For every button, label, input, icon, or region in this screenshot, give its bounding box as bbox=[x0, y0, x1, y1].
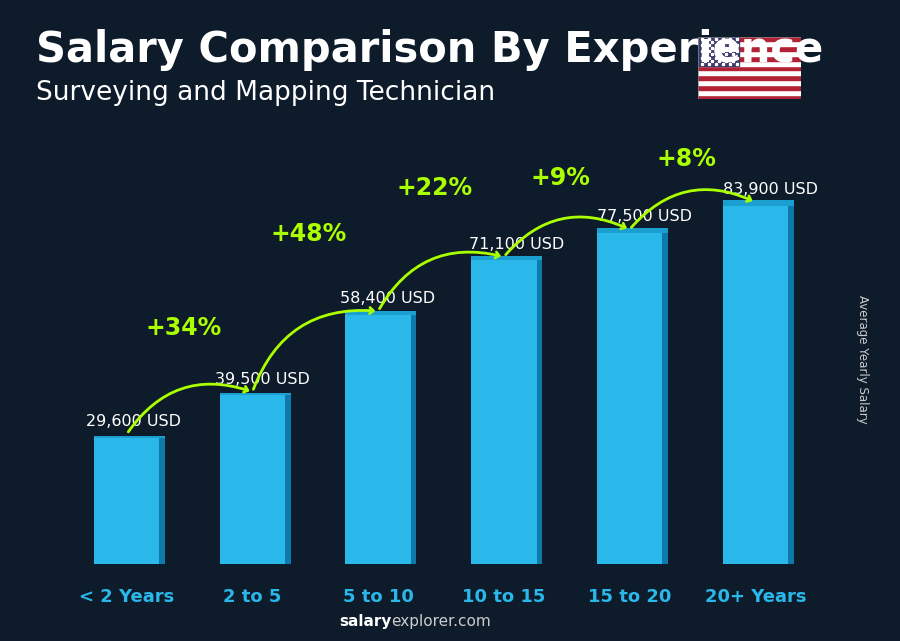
Bar bbox=[698, 51, 801, 56]
Bar bbox=[220, 393, 291, 395]
Bar bbox=[788, 206, 794, 564]
Bar bbox=[346, 315, 410, 564]
Bar bbox=[698, 75, 801, 80]
Text: 77,500 USD: 77,500 USD bbox=[597, 210, 692, 224]
Text: +9%: +9% bbox=[530, 166, 590, 190]
Text: 58,400 USD: 58,400 USD bbox=[340, 291, 436, 306]
Text: 39,500 USD: 39,500 USD bbox=[215, 372, 310, 387]
Bar bbox=[698, 56, 801, 61]
Text: 15 to 20: 15 to 20 bbox=[588, 588, 671, 606]
Text: 10 to 15: 10 to 15 bbox=[463, 588, 545, 606]
Bar bbox=[698, 94, 801, 99]
Text: 71,100 USD: 71,100 USD bbox=[469, 237, 564, 252]
Bar bbox=[698, 80, 801, 85]
Text: < 2 Years: < 2 Years bbox=[79, 588, 175, 606]
Text: Salary Comparison By Experience: Salary Comparison By Experience bbox=[36, 29, 824, 71]
Text: 83,900 USD: 83,900 USD bbox=[723, 182, 817, 197]
Bar bbox=[472, 256, 542, 260]
Text: 5 to 10: 5 to 10 bbox=[343, 588, 414, 606]
Bar bbox=[94, 438, 159, 564]
Text: 2 to 5: 2 to 5 bbox=[223, 588, 282, 606]
Text: Average Yearly Salary: Average Yearly Salary bbox=[856, 295, 868, 423]
Bar bbox=[698, 65, 801, 71]
Text: salary: salary bbox=[339, 615, 392, 629]
Bar bbox=[698, 85, 801, 90]
Bar bbox=[698, 71, 801, 75]
Bar bbox=[94, 436, 165, 438]
Text: +34%: +34% bbox=[145, 316, 221, 340]
Bar bbox=[472, 260, 536, 564]
Bar bbox=[662, 233, 668, 564]
Bar bbox=[698, 37, 801, 42]
Bar bbox=[698, 42, 801, 46]
Bar bbox=[698, 90, 801, 94]
Bar bbox=[220, 395, 285, 564]
Bar bbox=[723, 200, 794, 206]
Bar bbox=[536, 260, 542, 564]
Text: +8%: +8% bbox=[656, 147, 716, 171]
Bar bbox=[597, 233, 662, 564]
Bar bbox=[698, 37, 739, 65]
Bar bbox=[723, 206, 788, 564]
Bar bbox=[346, 311, 417, 315]
Bar bbox=[597, 228, 668, 233]
Bar bbox=[159, 438, 165, 564]
Text: explorer.com: explorer.com bbox=[392, 615, 491, 629]
Bar bbox=[410, 315, 417, 564]
Bar bbox=[698, 46, 801, 51]
Bar bbox=[285, 395, 291, 564]
Text: +22%: +22% bbox=[397, 176, 472, 201]
Text: 20+ Years: 20+ Years bbox=[705, 588, 806, 606]
Text: +48%: +48% bbox=[271, 222, 347, 246]
Text: Surveying and Mapping Technician: Surveying and Mapping Technician bbox=[36, 80, 495, 106]
Bar bbox=[698, 61, 801, 65]
Text: 29,600 USD: 29,600 USD bbox=[86, 414, 182, 429]
